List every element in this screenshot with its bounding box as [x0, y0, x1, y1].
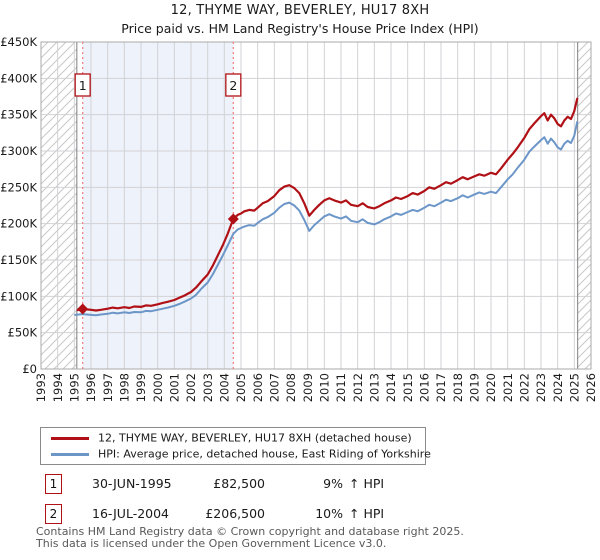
property-line-swatch: [51, 437, 89, 440]
price-chart-canvas: 1 2 £0 £50K £100K £150K £200K £250K £300K £350K £4…: [0, 35, 598, 402]
svg-text:1997: 1997: [101, 373, 115, 402]
svg-text:£350K: £350K: [0, 108, 37, 122]
footer-line-2: This data is licensed under the Open Gov…: [36, 536, 387, 550]
svg-text:£0: £0: [22, 362, 37, 376]
svg-text:2001: 2001: [168, 373, 182, 402]
chart-legend: 12, THYME WAY, BEVERLEY, HU17 8XH (detac…: [40, 427, 431, 465]
svg-text:1: 1: [79, 78, 87, 93]
legend-item-property: 12, THYME WAY, BEVERLEY, HU17 8XH (detac…: [41, 430, 425, 446]
svg-text:2013: 2013: [368, 373, 382, 402]
svg-text:2012: 2012: [351, 373, 365, 402]
transaction-2-price: £206,500: [205, 506, 265, 521]
svg-text:2008: 2008: [284, 373, 298, 402]
svg-text:1993: 1993: [34, 373, 48, 402]
svg-text:2023: 2023: [534, 373, 548, 402]
hpi-line-swatch: [51, 453, 89, 456]
footer-line-1: Contains HM Land Registry data © Crown c…: [36, 525, 464, 538]
svg-text:2020: 2020: [484, 373, 498, 402]
svg-text:2015: 2015: [401, 373, 415, 402]
svg-text:2005: 2005: [234, 373, 248, 402]
svg-text:2025: 2025: [568, 373, 582, 402]
transaction-2-date: 16-JUL-2004: [92, 506, 170, 521]
svg-text:£150K: £150K: [0, 253, 37, 267]
svg-text:£400K: £400K: [0, 71, 37, 85]
svg-text:1996: 1996: [84, 373, 98, 402]
svg-text:2026: 2026: [584, 373, 598, 402]
transaction-row-1: 1 30-JUN-1995 £82,500 9% ↑ HPI: [0, 474, 600, 494]
svg-text:2003: 2003: [201, 373, 215, 402]
transaction-1-price: £82,500: [213, 476, 265, 491]
svg-text:£50K: £50K: [8, 326, 38, 340]
svg-text:£200K: £200K: [0, 217, 37, 231]
svg-text:1994: 1994: [51, 373, 65, 402]
chart-subtitle: Price paid vs. HM Land Registry's House …: [121, 21, 479, 36]
license-footer: Contains HM Land Registry data © Crown c…: [36, 526, 596, 549]
transaction-2-hpi-label: ↑ HPI: [349, 506, 385, 521]
svg-text:2007: 2007: [268, 373, 282, 402]
legend-item-hpi: HPI: Average price, detached house, East…: [41, 446, 431, 462]
svg-text:1998: 1998: [118, 373, 132, 402]
svg-text:1995: 1995: [68, 373, 82, 402]
svg-text:£100K: £100K: [0, 289, 37, 303]
price-chart: 1 2 £0 £50K £100K £150K £200K £250K £300K £350K £4…: [0, 35, 598, 402]
svg-text:2: 2: [229, 78, 237, 93]
svg-text:2006: 2006: [251, 373, 265, 402]
legend-hpi-label: HPI: Average price, detached house, East…: [98, 447, 431, 461]
transaction-1-hpi-label: ↑ HPI: [349, 476, 385, 491]
svg-text:2017: 2017: [434, 373, 448, 402]
transaction-1-hpi-percent: 9%: [323, 476, 343, 491]
svg-text:2014: 2014: [384, 373, 398, 402]
svg-text:2018: 2018: [451, 373, 465, 402]
transaction-2-hpi-percent: 10%: [315, 506, 343, 521]
transaction-1-date: 30-JUN-1995: [92, 476, 172, 491]
transaction-2-badge: 2: [45, 504, 62, 524]
svg-text:£300K: £300K: [0, 144, 37, 158]
transaction-1-badge: 1: [45, 474, 62, 494]
svg-text:£250K: £250K: [0, 180, 37, 194]
svg-text:2022: 2022: [518, 373, 532, 402]
svg-text:2010: 2010: [318, 373, 332, 402]
svg-text:2000: 2000: [151, 373, 165, 402]
svg-text:2016: 2016: [418, 373, 432, 402]
svg-text:2002: 2002: [184, 373, 198, 402]
svg-text:2011: 2011: [334, 373, 348, 402]
svg-text:2004: 2004: [218, 373, 232, 402]
svg-text:£450K: £450K: [0, 35, 37, 49]
svg-text:2024: 2024: [551, 373, 565, 402]
legend-property-label: 12, THYME WAY, BEVERLEY, HU17 8XH (detac…: [98, 431, 412, 445]
transaction-row-2: 2 16-JUL-2004 £206,500 10% ↑ HPI: [0, 504, 600, 524]
svg-text:1999: 1999: [134, 373, 148, 402]
svg-text:2009: 2009: [301, 373, 315, 402]
svg-text:2021: 2021: [501, 373, 515, 402]
svg-text:2019: 2019: [468, 373, 482, 402]
page-title: 12, THYME WAY, BEVERLEY, HU17 8XH: [170, 3, 430, 18]
